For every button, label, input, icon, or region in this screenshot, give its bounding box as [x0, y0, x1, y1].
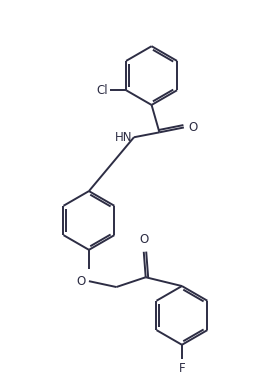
Text: O: O [139, 233, 148, 246]
Text: F: F [179, 362, 185, 375]
Text: Cl: Cl [96, 84, 107, 97]
Text: HN: HN [115, 131, 132, 144]
Text: O: O [189, 121, 198, 134]
Text: O: O [77, 275, 86, 288]
